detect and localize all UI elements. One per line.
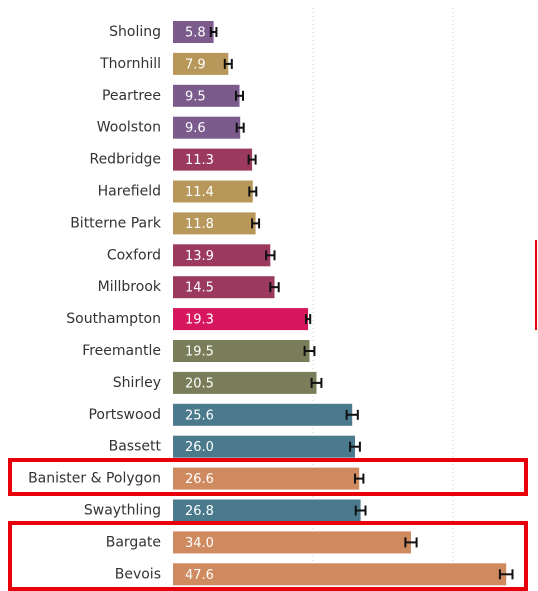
value-label: 11.3 bbox=[185, 153, 214, 168]
value-label: 25.6 bbox=[185, 408, 214, 423]
category-label: Bitterne Park bbox=[70, 215, 162, 231]
bars: Sholing 5.8 Thornhill 7.9 Peartree 9.5 Woolsto… bbox=[28, 21, 514, 586]
error-bar bbox=[354, 473, 365, 484]
bar bbox=[173, 84, 240, 107]
value-label: 26.6 bbox=[185, 472, 214, 487]
error-bar bbox=[305, 314, 312, 325]
bar bbox=[173, 52, 229, 75]
value-label: 26.8 bbox=[185, 504, 214, 519]
error-bar bbox=[265, 250, 276, 261]
error-bar bbox=[223, 58, 233, 69]
category-label: Peartree bbox=[102, 88, 161, 104]
error-bar bbox=[404, 537, 418, 548]
category-label: Bargate bbox=[106, 534, 161, 550]
value-label: 11.4 bbox=[185, 185, 214, 200]
category-label: Harefield bbox=[98, 184, 161, 200]
category-label: Banister & Polygon bbox=[28, 471, 161, 487]
category-label: Sholing bbox=[109, 24, 161, 40]
error-bar bbox=[498, 569, 514, 580]
bar bbox=[173, 435, 355, 458]
bar bbox=[173, 563, 507, 586]
value-label: 20.5 bbox=[185, 376, 214, 391]
value-label: 34.0 bbox=[185, 536, 214, 551]
category-label: Swaythling bbox=[84, 503, 161, 519]
value-label: 9.6 bbox=[185, 121, 206, 136]
bar bbox=[173, 148, 253, 171]
category-label: Redbridge bbox=[89, 152, 161, 168]
error-bar bbox=[209, 27, 218, 37]
bar bbox=[173, 116, 241, 139]
bar bbox=[173, 403, 353, 426]
bar bbox=[173, 340, 310, 362]
error-bar bbox=[247, 154, 257, 165]
category-label: Freemantle bbox=[82, 343, 161, 359]
category-label: Shirley bbox=[113, 375, 161, 391]
highlight-box bbox=[8, 458, 528, 496]
category-label: Thornhill bbox=[99, 56, 161, 72]
bar bbox=[173, 212, 256, 235]
error-bar bbox=[251, 218, 261, 229]
category-label: Millbrook bbox=[98, 279, 162, 295]
bar bbox=[173, 371, 317, 394]
bar bbox=[173, 308, 309, 331]
value-label: 19.5 bbox=[185, 345, 214, 360]
value-label: 9.5 bbox=[185, 89, 206, 104]
category-label: Woolston bbox=[97, 120, 161, 136]
value-label: 19.3 bbox=[185, 313, 214, 328]
error-bar bbox=[310, 377, 323, 388]
bar bbox=[173, 531, 411, 554]
bar bbox=[173, 467, 360, 490]
error-bar bbox=[269, 282, 280, 293]
value-label: 47.6 bbox=[185, 568, 214, 583]
highlight-box bbox=[8, 521, 528, 591]
bar bbox=[173, 180, 253, 203]
value-label: 14.5 bbox=[185, 281, 214, 296]
error-bar bbox=[349, 441, 361, 452]
error-bar bbox=[303, 346, 316, 356]
category-label: Bassett bbox=[109, 439, 162, 455]
bar bbox=[173, 244, 271, 267]
error-bar bbox=[235, 122, 245, 133]
error-bar bbox=[345, 409, 359, 420]
value-label: 11.8 bbox=[185, 217, 214, 232]
bar bbox=[173, 21, 214, 43]
bar bbox=[173, 276, 275, 299]
category-label: Southampton bbox=[66, 311, 161, 327]
bar bbox=[173, 499, 361, 522]
value-label: 7.9 bbox=[185, 57, 206, 72]
error-bar bbox=[248, 186, 258, 197]
error-bar bbox=[235, 90, 244, 101]
category-label: Portswood bbox=[88, 407, 161, 423]
category-label: Coxford bbox=[107, 247, 161, 263]
category-label: Bevois bbox=[115, 566, 161, 582]
value-label: 26.0 bbox=[185, 440, 214, 455]
value-label: 13.9 bbox=[185, 249, 214, 264]
error-bar bbox=[354, 505, 367, 516]
value-label: 5.8 bbox=[185, 26, 206, 41]
